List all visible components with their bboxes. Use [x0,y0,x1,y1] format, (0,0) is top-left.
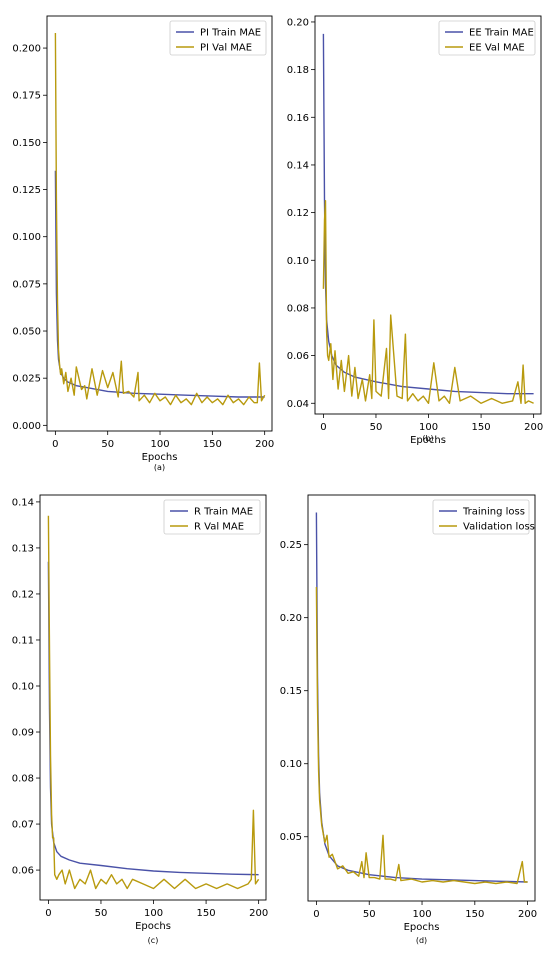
y-tick-label: 0.06 [287,351,309,362]
legend-label-train: PI Train MAE [200,28,261,39]
legend-label-train: R Train MAE [194,507,253,518]
x-tick-label: 0 [313,909,319,920]
legend-label-val: Validation loss [463,522,535,533]
x-tick-label: 0 [320,422,326,433]
x-tick-label: 200 [255,439,274,450]
y-tick-label: 0.04 [287,399,309,410]
y-tick-label: 0.13 [12,543,34,554]
x-axis-label: Epochs [404,922,440,933]
x-tick-label: 0 [52,439,58,450]
y-tick-label: 0.14 [12,497,34,508]
y-tick-label: 0.125 [12,185,41,196]
x-tick-label: 50 [101,439,114,450]
panel-caption: (b) [422,434,433,443]
series-line-train [315,512,528,883]
y-tick-label: 0.14 [287,160,309,171]
x-tick-label: 100 [150,439,169,450]
series-line-train [322,33,534,395]
x-tick-label: 150 [197,908,216,919]
x-tick-label: 200 [524,422,543,433]
series-line-train [54,170,265,398]
x-axis-label: Epochs [142,452,178,463]
panel-caption: (c) [148,936,159,945]
series-line-val [54,32,266,406]
y-tick-label: 0.08 [287,303,309,314]
series-line-val [315,586,528,885]
panel-caption: (d) [416,936,427,945]
x-tick-label: 150 [203,439,222,450]
x-tick-label: 150 [472,422,491,433]
legend-label-val: R Val MAE [194,522,244,533]
y-tick-label: 0.10 [280,759,302,770]
chart-3: 0 50 100 150 200 0.05 0.10 0.15 0.20 0.25 Epochs (d… [280,494,537,945]
y-tick-label: 0.10 [12,681,34,692]
legend-label-train: EE Train MAE [469,28,534,39]
axes-frame [46,15,273,432]
chart-2: 0 50 100 150 200 0.06 0.07 0.08 0.09 0.10 0.11 0.12… [12,494,268,945]
y-tick-label: 0.050 [12,327,41,338]
x-axis-label: Epochs [410,435,446,446]
chart-0: 0 50 100 150 200 0.000 0.025 0.050 0.075 0.100 0.1… [12,15,274,472]
y-tick-label: 0.06 [12,866,34,877]
y-tick-label: 0.175 [12,91,41,102]
y-tick-label: 0.10 [287,256,309,267]
y-tick-label: 0.11 [12,635,34,646]
y-tick-label: 0.20 [280,613,302,624]
x-tick-label: 100 [412,909,431,920]
x-tick-label: 150 [465,909,484,920]
y-tick-label: 0.12 [12,589,34,600]
y-tick-label: 0.000 [12,421,41,432]
y-tick-label: 0.08 [12,774,34,785]
legend-label-val: PI Val MAE [200,43,252,54]
y-tick-label: 0.07 [12,820,34,831]
y-tick-label: 0.200 [12,44,41,55]
y-tick-label: 0.16 [287,113,309,124]
legend-label-val: EE Val MAE [469,43,525,54]
x-axis-label: Epochs [135,921,171,932]
plot-area [47,515,260,890]
y-tick-label: 0.150 [12,138,41,149]
x-tick-label: 100 [419,422,438,433]
panel-caption: (a) [154,463,165,472]
plot-area [322,33,534,404]
x-tick-label: 50 [95,908,108,919]
series-line-val [322,199,534,404]
y-tick-label: 0.25 [280,540,302,551]
axes-frame [307,494,536,902]
plot-area [315,512,528,885]
y-tick-label: 0.18 [287,65,309,76]
y-tick-label: 0.025 [12,374,41,385]
y-tick-label: 0.05 [280,832,302,843]
axes-frame [39,494,267,901]
y-tick-label: 0.12 [287,208,309,219]
x-tick-label: 50 [363,909,376,920]
legend-label-train: Training loss [462,507,525,518]
y-tick-label: 0.15 [280,686,302,697]
axes-frame [314,15,542,415]
plot-area [54,32,266,406]
series-line-train [47,561,259,876]
y-tick-label: 0.20 [287,17,309,28]
x-tick-label: 0 [45,908,51,919]
x-tick-label: 200 [518,909,537,920]
chart-1: 0 50 100 150 200 0.04 0.06 0.08 0.10 0.12 0.14 0.16… [287,15,543,446]
x-tick-label: 200 [249,908,268,919]
y-tick-label: 0.100 [12,232,41,243]
y-tick-label: 0.09 [12,728,34,739]
series-line-val [47,515,260,890]
y-tick-label: 0.075 [12,279,41,290]
x-tick-label: 100 [144,908,163,919]
x-tick-label: 50 [370,422,383,433]
